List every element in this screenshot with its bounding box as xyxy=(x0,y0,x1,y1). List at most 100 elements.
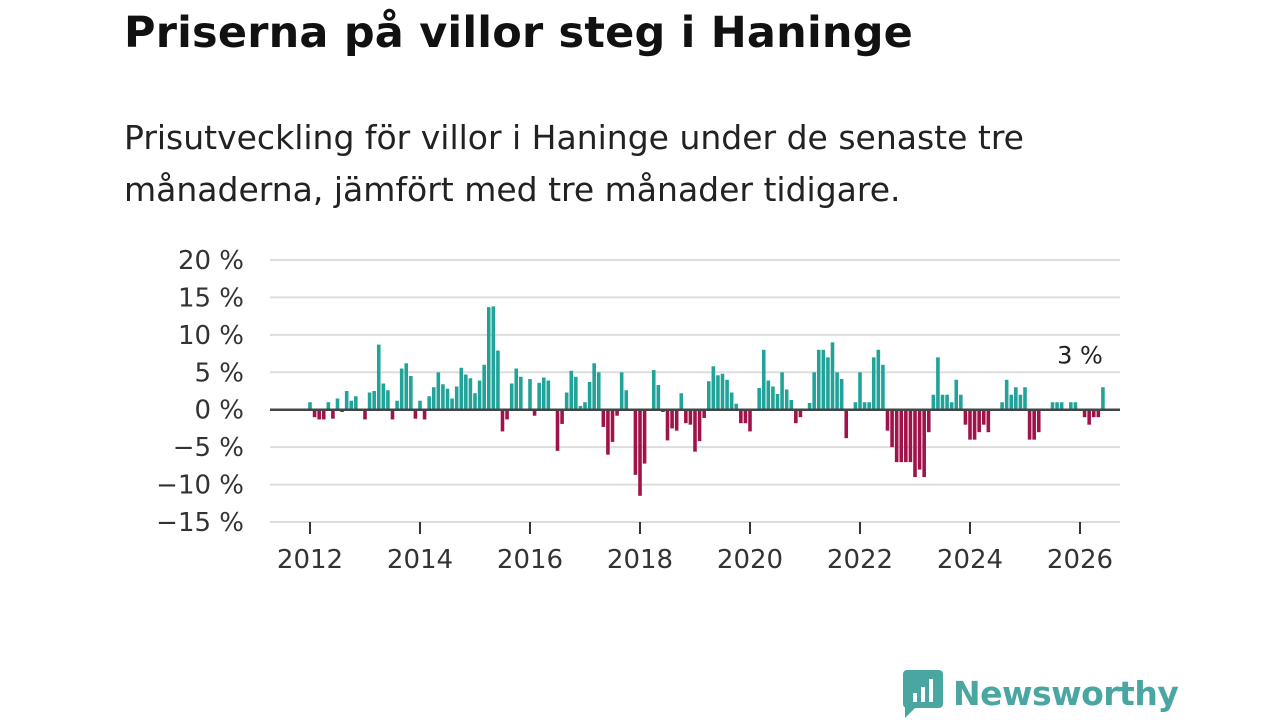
bar xyxy=(908,409,913,463)
x-tick-label: 2014 xyxy=(387,545,453,575)
x-tick-label: 2016 xyxy=(497,545,563,575)
bar xyxy=(528,379,532,410)
grid-lines xyxy=(270,259,1120,523)
bar xyxy=(367,392,372,410)
bar xyxy=(624,390,629,410)
bar xyxy=(1073,402,1078,410)
bar xyxy=(578,405,583,410)
x-tick-label: 2012 xyxy=(277,545,343,575)
bar xyxy=(1014,387,1018,410)
bar xyxy=(312,409,317,418)
bar xyxy=(926,409,931,433)
bar xyxy=(977,409,981,433)
bar xyxy=(482,364,486,410)
bar xyxy=(693,409,697,452)
bar xyxy=(716,375,720,410)
bar xyxy=(331,409,335,419)
bar xyxy=(409,376,413,410)
bar xyxy=(697,409,702,442)
bar xyxy=(1096,409,1101,418)
bar xyxy=(615,409,619,416)
bar xyxy=(349,400,354,410)
bar xyxy=(748,409,752,432)
bar xyxy=(725,379,729,410)
bar xyxy=(1091,409,1096,418)
bar xyxy=(922,409,926,478)
bar xyxy=(706,381,711,410)
bar xyxy=(858,372,862,410)
bar xyxy=(839,379,844,410)
bar xyxy=(509,383,514,410)
bar xyxy=(816,349,821,410)
bar xyxy=(917,409,922,470)
bar xyxy=(807,402,812,410)
bar xyxy=(537,382,541,410)
bar xyxy=(505,409,509,420)
bar xyxy=(445,388,450,410)
bar xyxy=(555,409,560,451)
y-tick-label: 10 % xyxy=(178,321,244,351)
bar xyxy=(308,402,312,410)
bar xyxy=(321,409,326,420)
bar xyxy=(317,409,321,420)
bar xyxy=(954,379,959,410)
bar xyxy=(702,409,706,418)
bar xyxy=(354,396,358,410)
y-tick-label: −15 % xyxy=(156,508,244,538)
bar xyxy=(413,409,418,419)
bar xyxy=(894,409,899,463)
x-axis-ticks: 2012 2014 2016 2018 2020 2022 2024 2026 xyxy=(277,522,1113,575)
bar xyxy=(761,349,766,410)
bar xyxy=(963,409,968,425)
y-tick-label: 0 % xyxy=(194,396,244,426)
bar xyxy=(1036,409,1041,433)
bar-series xyxy=(308,306,1105,496)
bar xyxy=(720,373,725,410)
bar xyxy=(468,378,473,410)
bar xyxy=(1050,402,1055,410)
bar xyxy=(496,350,500,410)
bar xyxy=(372,391,376,410)
bar xyxy=(601,409,606,427)
bar xyxy=(464,374,468,410)
bar xyxy=(981,409,986,425)
bar xyxy=(734,403,739,410)
bar xyxy=(541,377,546,410)
bar xyxy=(422,409,427,420)
bar xyxy=(830,342,835,410)
bar xyxy=(871,357,876,410)
bar xyxy=(1027,409,1032,440)
bar xyxy=(519,376,523,410)
bar xyxy=(904,409,908,463)
bar xyxy=(564,392,569,410)
bar xyxy=(940,394,945,410)
bar xyxy=(844,409,849,439)
bar xyxy=(441,384,445,410)
bar xyxy=(679,393,684,410)
bar xyxy=(812,372,816,410)
bar xyxy=(418,400,422,410)
y-tick-label: −5 % xyxy=(173,433,244,463)
bar xyxy=(574,376,578,410)
x-tick-label: 2024 xyxy=(937,545,1003,575)
bar xyxy=(665,409,670,441)
bar xyxy=(876,349,881,410)
bar xyxy=(399,368,404,410)
bar xyxy=(670,409,674,429)
bar xyxy=(592,363,596,410)
bar xyxy=(395,400,399,410)
bar xyxy=(1082,409,1087,418)
bar xyxy=(881,364,885,410)
bar xyxy=(500,409,505,432)
annotations: 3 % xyxy=(1057,341,1103,369)
bar xyxy=(853,402,858,410)
bar xyxy=(638,409,642,496)
bar xyxy=(899,409,904,463)
y-tick-label: 5 % xyxy=(194,358,244,388)
latest-value-label: 3 % xyxy=(1057,341,1103,369)
bar xyxy=(560,409,564,424)
bar xyxy=(913,409,917,478)
chart-title: Priserna på villor steg i Haninge xyxy=(124,8,914,58)
bar xyxy=(949,402,954,410)
bar xyxy=(376,344,381,410)
